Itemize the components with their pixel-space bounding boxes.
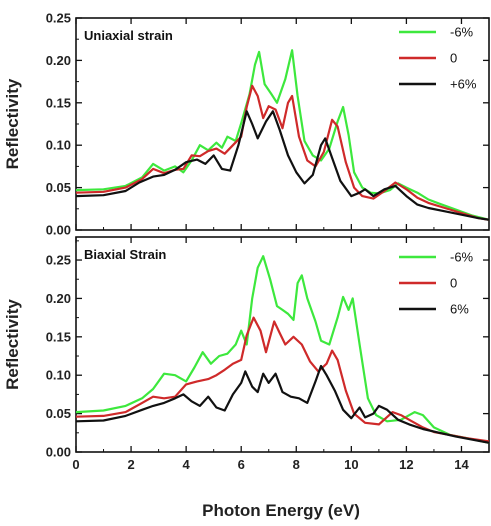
x-axis-label: Photon Energy (eV) <box>202 501 360 520</box>
y-tick-label: 0.15 <box>46 329 71 344</box>
series-line-0 <box>76 316 489 443</box>
plot-frame <box>75 236 490 453</box>
legend-label: +6% <box>450 77 477 92</box>
y-axis-label: Reflectivity <box>3 299 22 390</box>
y-tick-label: 0.05 <box>46 180 71 195</box>
legend-label: 0 <box>450 276 457 291</box>
x-tick-label: 14 <box>454 457 469 472</box>
y-tick-label: 0.10 <box>46 138 71 153</box>
legend-label: -6% <box>450 25 474 40</box>
legend-label: 6% <box>450 302 469 317</box>
x-tick-label: 0 <box>72 457 79 472</box>
series-line-6 <box>76 110 489 221</box>
y-tick-label: 0.05 <box>46 406 71 421</box>
x-tick-label: 2 <box>127 457 134 472</box>
biaxial-strain-panel: 0 2 4 6 8 10 12 14 0.00 0.05 0.10 0.15 0.20 0.25 Refle… <box>3 236 490 472</box>
panel-title: Uniaxial strain <box>84 28 173 43</box>
x-tick-label: 4 <box>183 457 191 472</box>
series-line-6 <box>76 364 489 444</box>
y-tick-label: 0.15 <box>46 95 71 110</box>
y-tick-label: 0.10 <box>46 368 71 383</box>
y-tick-label: 0.20 <box>46 53 71 68</box>
y-tick-label: 0.25 <box>46 11 71 26</box>
y-tick-label: 0.00 <box>46 223 71 238</box>
panel-title: Biaxial Strain <box>84 247 166 262</box>
legend-label: 0 <box>450 51 457 66</box>
x-tick-label: 10 <box>344 457 358 472</box>
legend-label: -6% <box>450 250 474 265</box>
x-tick-label: 6 <box>238 457 245 472</box>
series-line-0 <box>76 84 489 221</box>
x-tick-label: 8 <box>293 457 300 472</box>
y-axis-label: Reflectivity <box>3 78 22 169</box>
x-tick-label: 12 <box>399 457 413 472</box>
y-tick-label: 0.20 <box>46 291 71 306</box>
y-tick-label: 0.00 <box>46 445 71 460</box>
uniaxial-strain-panel: 0.00 0.05 0.10 0.15 0.20 0.25 Reflectivity Unia… <box>3 11 490 238</box>
y-tick-label: 0.25 <box>46 253 71 268</box>
